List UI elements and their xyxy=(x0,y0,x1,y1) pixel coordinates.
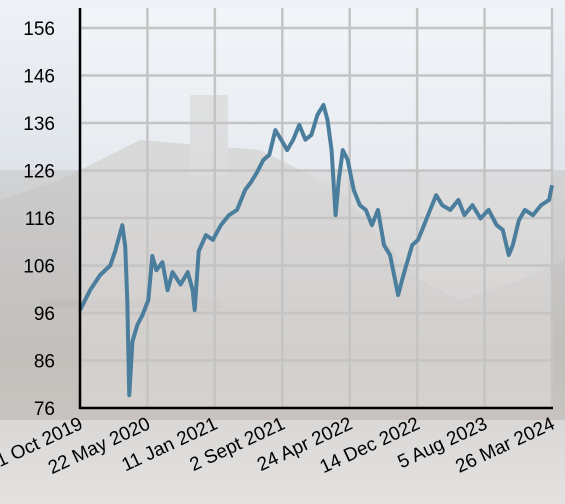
y-tick-label: 126 xyxy=(23,162,55,183)
plot xyxy=(78,102,554,398)
plot-area xyxy=(80,8,552,408)
y-tick-label: 86 xyxy=(34,352,55,373)
y-tick-label: 146 xyxy=(23,67,55,88)
y-tick-label: 96 xyxy=(34,304,55,325)
y-tick-label: 116 xyxy=(25,209,55,230)
y-tick-label: 156 xyxy=(23,19,55,40)
y-tick-label: 76 xyxy=(34,399,55,420)
data-line xyxy=(78,102,554,398)
y-tick-label: 136 xyxy=(23,114,55,135)
y-tick-label: 106 xyxy=(23,257,55,278)
